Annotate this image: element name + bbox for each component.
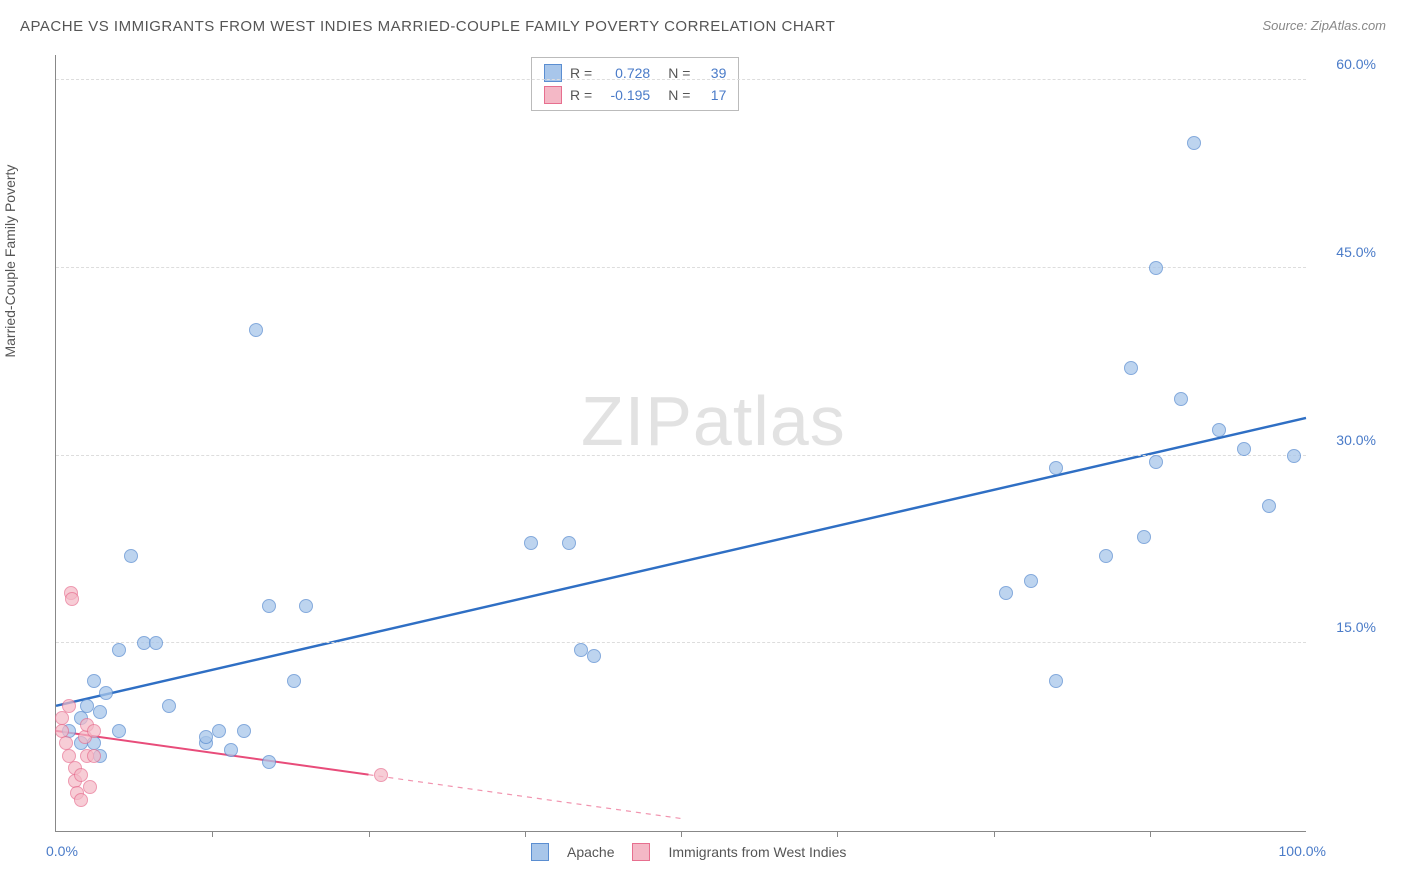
data-point xyxy=(65,592,79,606)
watermark-zip: ZIP xyxy=(581,382,693,460)
data-point xyxy=(83,780,97,794)
grid-line xyxy=(56,267,1306,268)
data-point xyxy=(999,586,1013,600)
x-tick xyxy=(681,831,682,837)
legend-label: Immigrants from West Indies xyxy=(668,844,846,860)
data-point xyxy=(1212,423,1226,437)
data-point xyxy=(249,323,263,337)
data-point xyxy=(262,599,276,613)
data-point xyxy=(1149,455,1163,469)
y-tick-label: 60.0% xyxy=(1336,56,1376,72)
data-point xyxy=(587,649,601,663)
data-point xyxy=(93,705,107,719)
data-point xyxy=(374,768,388,782)
data-point xyxy=(562,536,576,550)
data-point xyxy=(262,755,276,769)
data-point xyxy=(212,724,226,738)
grid-line xyxy=(56,79,1306,80)
watermark-atlas: atlas xyxy=(693,382,846,460)
legend-swatch xyxy=(531,843,549,861)
x-tick xyxy=(369,831,370,837)
legend: Apache Immigrants from West Indies xyxy=(531,843,846,861)
x-min-label: 0.0% xyxy=(46,843,78,859)
data-point xyxy=(74,768,88,782)
x-tick xyxy=(837,831,838,837)
x-tick xyxy=(1150,831,1151,837)
x-tick xyxy=(212,831,213,837)
legend-label: Apache xyxy=(567,844,614,860)
data-point xyxy=(524,536,538,550)
data-point xyxy=(1149,261,1163,275)
data-point xyxy=(112,643,126,657)
data-point xyxy=(1124,361,1138,375)
y-tick-label: 45.0% xyxy=(1336,244,1376,260)
data-point xyxy=(1049,674,1063,688)
data-point xyxy=(1099,549,1113,563)
legend-swatch xyxy=(632,843,650,861)
x-tick xyxy=(994,831,995,837)
y-axis-label: Married-Couple Family Poverty xyxy=(2,165,18,358)
y-tick-label: 15.0% xyxy=(1336,619,1376,635)
n-label: N = xyxy=(668,87,690,103)
x-tick xyxy=(525,831,526,837)
chart-plot-area: ZIPatlas R =0.728N =39R =-0.195N =17 0.0… xyxy=(55,55,1306,832)
data-point xyxy=(87,749,101,763)
stats-box: R =0.728N =39 R = -0.195 N = 17 xyxy=(531,57,739,111)
data-point xyxy=(162,699,176,713)
watermark: ZIPatlas xyxy=(581,381,846,461)
x-max-label: 100.0% xyxy=(1279,843,1326,859)
stats-swatch xyxy=(544,86,562,104)
data-point xyxy=(237,724,251,738)
data-point xyxy=(1174,392,1188,406)
r-label: R = xyxy=(570,87,592,103)
data-point xyxy=(87,674,101,688)
data-point xyxy=(74,793,88,807)
data-point xyxy=(112,724,126,738)
data-point xyxy=(99,686,113,700)
data-point xyxy=(1137,530,1151,544)
grid-line xyxy=(56,455,1306,456)
data-point xyxy=(1049,461,1063,475)
data-point xyxy=(1287,449,1301,463)
data-point xyxy=(62,699,76,713)
data-point xyxy=(149,636,163,650)
r-value: -0.195 xyxy=(600,87,650,103)
chart-title: APACHE VS IMMIGRANTS FROM WEST INDIES MA… xyxy=(20,18,835,35)
n-value: 17 xyxy=(698,87,726,103)
grid-line xyxy=(56,642,1306,643)
data-point xyxy=(224,743,238,757)
data-point xyxy=(1024,574,1038,588)
trend-lines xyxy=(56,55,1306,831)
data-point xyxy=(124,549,138,563)
stats-row: R = -0.195 N = 17 xyxy=(544,84,726,106)
data-point xyxy=(287,674,301,688)
y-tick-label: 30.0% xyxy=(1336,432,1376,448)
data-point xyxy=(87,724,101,738)
data-point xyxy=(299,599,313,613)
data-point xyxy=(1262,499,1276,513)
stats-row: R =0.728N =39 xyxy=(544,62,726,84)
data-point xyxy=(1237,442,1251,456)
source-label: Source: ZipAtlas.com xyxy=(1262,18,1386,33)
data-point xyxy=(1187,136,1201,150)
